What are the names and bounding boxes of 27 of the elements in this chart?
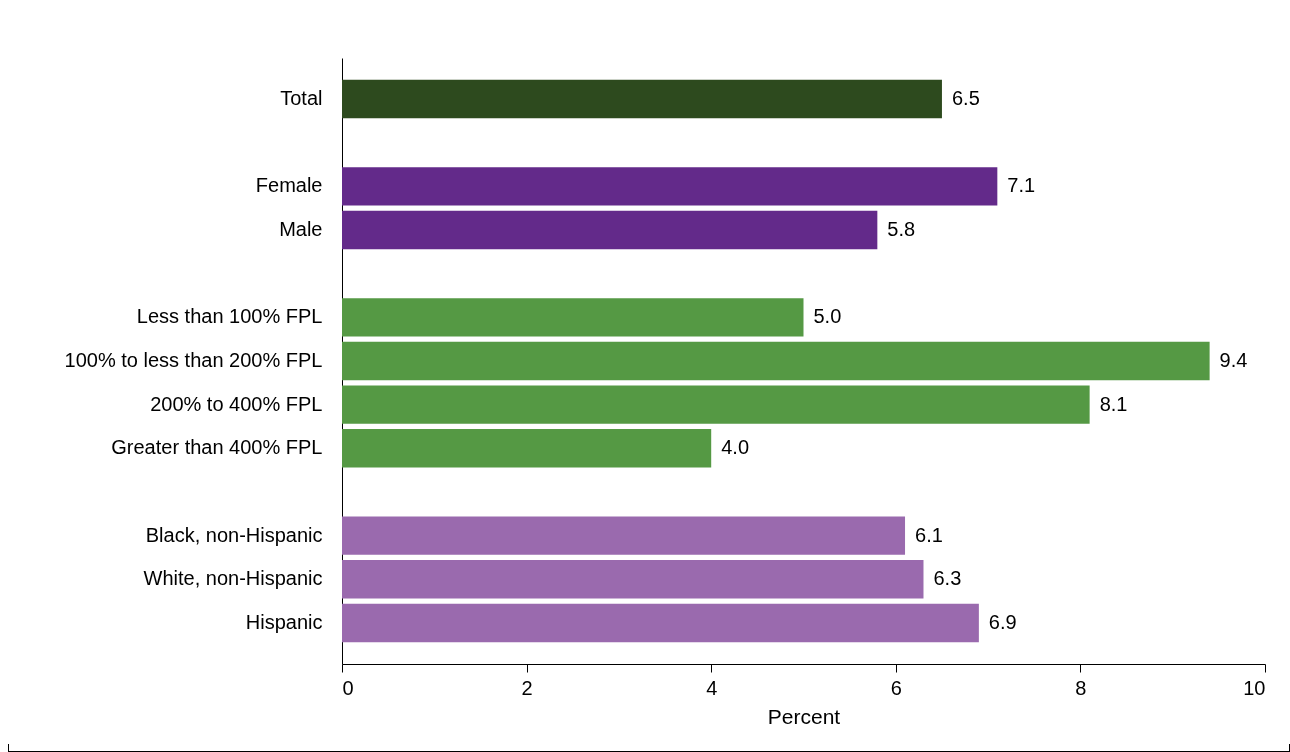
data-label: 6.3 (933, 567, 962, 590)
y-tick-label: Less than 100% FPL (136, 305, 323, 328)
y-tick-label: Female (255, 174, 323, 197)
data-label: 7.1 (1007, 174, 1036, 197)
data-label: 5.0 (813, 305, 842, 328)
x-axis-title: Percent (767, 704, 841, 728)
y-tick-label: Total (280, 87, 323, 110)
x-tick-label: 8 (1075, 676, 1087, 699)
y-tick-label: Male (279, 218, 323, 241)
y-tick-label: Hispanic (245, 610, 323, 633)
y-tick-label: Greater than 400% FPL (111, 436, 323, 459)
data-label: 6.9 (988, 610, 1017, 633)
x-tick-label: 4 (706, 676, 718, 699)
y-tick-label: White, non-Hispanic (143, 567, 323, 590)
x-tick-label: 6 (890, 676, 902, 699)
data-label: 6.5 (951, 87, 980, 110)
x-tick-label: 0 (342, 676, 354, 699)
y-tick-label: 200% to 400% FPL (150, 392, 323, 415)
data-label: 5.8 (887, 218, 916, 241)
y-tick-label: Black, non-Hispanic (145, 523, 323, 546)
data-label: 8.1 (1099, 392, 1128, 415)
x-tick-label: 2 (521, 676, 533, 699)
data-label: 9.4 (1219, 349, 1248, 371)
y-tick-label: 100% to less than 200% FPL (64, 349, 323, 371)
data-label: 6.1 (915, 523, 943, 546)
data-label: 4.0 (721, 436, 750, 459)
x-tick-label: 10 (1243, 676, 1266, 699)
